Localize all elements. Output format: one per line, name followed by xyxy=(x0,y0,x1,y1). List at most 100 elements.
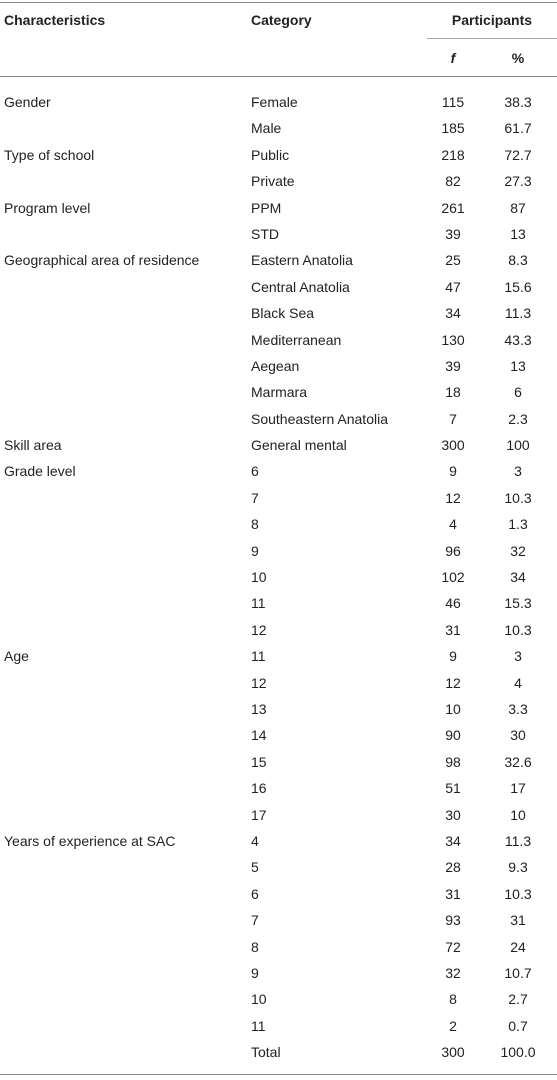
frequency-cell: 300 xyxy=(441,437,465,454)
frequency-cell: 115 xyxy=(441,94,465,110)
category-cell: Central Anatolia xyxy=(251,278,350,295)
table-row: Years of experience at SAC 4 34 11.3 xyxy=(0,828,557,854)
category-cell: 7 xyxy=(251,489,259,506)
frequency-cell: 4 xyxy=(449,516,457,533)
table-row: Black Sea 34 11.3 xyxy=(0,300,557,326)
frequency-cell: 30 xyxy=(445,806,461,823)
header-bottom-rule xyxy=(0,76,557,77)
characteristic-cell: Age xyxy=(4,648,29,665)
percent-cell: 1.3 xyxy=(508,516,528,533)
category-cell: Marmara xyxy=(251,384,308,401)
table-row: Male 185 61.7 xyxy=(0,115,557,141)
table-row: 9 96 32 xyxy=(0,538,557,564)
percent-cell: 72.7 xyxy=(504,146,532,163)
frequency-cell: 9 xyxy=(449,648,457,665)
table-row: Age 11 9 3 xyxy=(0,643,557,669)
table-row: 11 2 0.7 xyxy=(0,1013,557,1039)
table-row: Gender Female 115 38.3 xyxy=(0,89,557,115)
category-cell: 8 xyxy=(251,938,259,955)
table-row: Central Anatolia 47 15.6 xyxy=(0,274,557,300)
category-cell: Black Sea xyxy=(251,305,315,322)
characteristic-cell: Type of school xyxy=(4,146,95,163)
table-row: Total 300 100.0 xyxy=(0,1039,557,1065)
table-row: 12 31 10.3 xyxy=(0,617,557,643)
percent-cell: 31 xyxy=(510,912,526,929)
percent-cell: 32.6 xyxy=(504,753,532,770)
category-cell: Southeastern Anatolia xyxy=(251,410,388,427)
percent-cell: 3 xyxy=(514,463,522,480)
frequency-cell: 96 xyxy=(445,542,461,559)
percent-cell: 13 xyxy=(510,357,526,374)
percent-cell: 30 xyxy=(510,727,526,744)
frequency-cell: 39 xyxy=(445,225,461,242)
category-cell: 9 xyxy=(251,964,259,981)
category-cell: 14 xyxy=(251,727,267,744)
category-cell: 10 xyxy=(251,569,267,586)
frequency-cell: 72 xyxy=(445,938,461,955)
frequency-cell: 18 xyxy=(445,384,461,401)
frequency-cell: 12 xyxy=(445,674,461,691)
frequency-cell: 93 xyxy=(445,912,461,929)
header-characteristics: Characteristics xyxy=(4,12,106,28)
percent-cell: 3.3 xyxy=(508,700,528,717)
table-row: Mediterranean 130 43.3 xyxy=(0,327,557,353)
frequency-cell: 31 xyxy=(445,885,461,902)
table-row: 14 90 30 xyxy=(0,722,557,748)
category-cell: 5 xyxy=(251,859,259,876)
table-row: Grade level 6 9 3 xyxy=(0,458,557,484)
characteristic-cell: Program level xyxy=(4,199,91,216)
category-cell: Total xyxy=(251,1044,281,1061)
category-cell: 7 xyxy=(251,912,259,929)
header-frequency: f xyxy=(450,50,456,66)
frequency-cell: 8 xyxy=(449,991,457,1008)
header-category: Category xyxy=(251,12,312,28)
percent-cell: 9.3 xyxy=(508,859,528,876)
frequency-cell: 12 xyxy=(445,489,461,506)
category-cell: 6 xyxy=(251,463,259,480)
percent-cell: 11.3 xyxy=(504,832,532,849)
frequency-cell: 32 xyxy=(445,964,461,981)
percent-cell: 10.3 xyxy=(504,621,532,638)
category-cell: Private xyxy=(251,173,295,190)
frequency-cell: 51 xyxy=(445,780,461,797)
frequency-cell: 34 xyxy=(445,832,461,849)
percent-cell: 10.3 xyxy=(504,489,532,506)
percent-cell: 61.7 xyxy=(504,120,532,137)
category-cell: 10 xyxy=(251,991,267,1008)
table-row: 8 4 1.3 xyxy=(0,511,557,537)
category-cell: 8 xyxy=(251,516,259,533)
category-cell: Aegean xyxy=(251,357,300,374)
percent-cell: 6 xyxy=(514,384,522,401)
percent-cell: 38.3 xyxy=(504,94,532,110)
percent-cell: 2.7 xyxy=(508,991,528,1008)
category-cell: 17 xyxy=(251,806,267,823)
category-cell: 16 xyxy=(251,780,267,797)
percent-cell: 32 xyxy=(510,542,526,559)
percent-cell: 0.7 xyxy=(508,1017,528,1034)
table-row: Southeastern Anatolia 7 2.3 xyxy=(0,406,557,432)
category-cell: 12 xyxy=(251,621,267,638)
table-row: 16 51 17 xyxy=(0,775,557,801)
table-row: STD 39 13 xyxy=(0,221,557,247)
frequency-cell: 28 xyxy=(445,859,461,876)
category-cell: Mediterranean xyxy=(251,331,342,348)
percent-cell: 11.3 xyxy=(504,305,532,322)
category-cell: Female xyxy=(251,94,298,110)
frequency-cell: 300 xyxy=(441,1044,465,1061)
frequency-cell: 46 xyxy=(445,595,461,612)
category-cell: General mental xyxy=(251,437,347,454)
category-cell: 12 xyxy=(251,674,267,691)
percent-cell: 27.3 xyxy=(504,173,532,190)
table-body: Gender Female 115 38.3 Male 185 61.7 Type of sc… xyxy=(0,89,557,1065)
percent-cell: 15.3 xyxy=(504,595,532,612)
percent-cell: 24 xyxy=(510,938,526,955)
percent-cell: 4 xyxy=(514,674,522,691)
table-row: Aegean 39 13 xyxy=(0,353,557,379)
frequency-cell: 34 xyxy=(445,305,461,322)
percent-cell: 13 xyxy=(510,225,526,242)
percent-cell: 10 xyxy=(510,806,526,823)
frequency-cell: 90 xyxy=(445,727,461,744)
frequency-cell: 25 xyxy=(445,252,461,269)
table-row: 7 93 31 xyxy=(0,907,557,933)
table-row: 6 31 10.3 xyxy=(0,881,557,907)
